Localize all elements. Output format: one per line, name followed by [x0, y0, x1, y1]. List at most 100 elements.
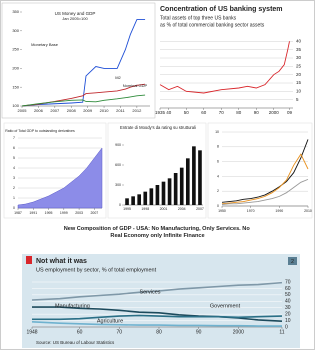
- bar: [161, 181, 166, 205]
- x-tick-label: 2010: [100, 108, 110, 113]
- y-tick-label: 8: [217, 145, 219, 149]
- y-tick-label: 4: [217, 174, 219, 178]
- x-tick-label: 2003: [75, 211, 83, 215]
- y-tick-label: 0: [119, 203, 121, 207]
- x-tick-label: 2000: [269, 110, 280, 115]
- y-tick-label: 10: [215, 130, 219, 134]
- y-tick-label: 25: [296, 64, 302, 69]
- series-label: Government: [210, 303, 241, 309]
- x-tick-label: 1998: [141, 207, 149, 211]
- y-tick-label: 350: [12, 9, 19, 14]
- x-tick-label: 80: [236, 110, 242, 115]
- y-tick-label: 150: [12, 84, 19, 89]
- x-tick-label: 2000: [233, 329, 244, 335]
- x-tick-label: 60: [201, 110, 207, 115]
- series-label: Agriculture: [97, 318, 123, 324]
- area: [17, 147, 103, 209]
- y-tick-label: 40: [285, 299, 291, 305]
- line: [32, 314, 283, 321]
- x-tick-label: 40: [166, 110, 172, 115]
- y-tick-label: 6: [13, 146, 15, 150]
- series-label: Monetary Base: [31, 42, 59, 47]
- x-tick-label: 1987: [14, 211, 22, 215]
- bar: [179, 167, 184, 205]
- y-tick-label: 30: [296, 55, 302, 60]
- series-label: Nominal GDP: [123, 83, 148, 88]
- y-tick-label: 2: [217, 189, 219, 193]
- chart-title: Entrate di Moody's da rating su struttur…: [120, 125, 196, 130]
- x-tick-label: 2008: [67, 108, 77, 113]
- bar: [185, 158, 190, 205]
- y-tick-label: 5: [296, 97, 299, 102]
- y-tick-label: 3: [13, 176, 15, 180]
- y-tick-label: 20: [296, 72, 302, 77]
- chart-title: US Money and GDP: [55, 11, 96, 16]
- bar: [198, 150, 202, 205]
- y-tick-label: 900: [115, 143, 121, 147]
- bar: [173, 173, 178, 205]
- y-tick-label: 5: [13, 156, 15, 160]
- bar: [192, 146, 196, 205]
- bar: [167, 178, 172, 205]
- line: [31, 321, 282, 327]
- chart-subtitle: as % of total commercial banking sector …: [160, 22, 265, 28]
- y-tick-label: 4: [13, 166, 15, 170]
- x-tick-label: 2007: [50, 108, 60, 113]
- bar: [131, 196, 135, 205]
- x-tick-label: 1999: [60, 211, 68, 215]
- x-tick-label: 70: [219, 110, 225, 115]
- x-tick-label: 2005: [18, 108, 28, 113]
- x-tick-label: 1970: [247, 209, 255, 213]
- x-tick-label: 2012: [132, 108, 142, 113]
- y-tick-label: 0: [285, 324, 288, 330]
- x-tick-label: 1990: [275, 209, 283, 213]
- bar: [155, 185, 160, 205]
- line: [21, 94, 146, 107]
- y-tick-label: 1: [13, 196, 15, 200]
- y-tick-label: 40: [296, 39, 302, 44]
- x-tick-label: 2007: [90, 211, 98, 215]
- badge-box: [288, 257, 297, 265]
- y-tick-label: 100: [12, 103, 19, 108]
- x-tick-label: 90: [196, 329, 202, 335]
- chart-title: Concentration of US banking system: [160, 6, 283, 13]
- y-tick-label: 30: [285, 305, 291, 311]
- line: [221, 153, 309, 205]
- y-tick-label: 2: [13, 186, 15, 190]
- x-tick-label: 70: [117, 329, 123, 335]
- y-tick-label: 50: [285, 292, 291, 298]
- corner-mark: [26, 256, 32, 264]
- x-tick-label: 1995: [123, 207, 131, 211]
- y-tick-label: 10: [285, 318, 291, 324]
- panel: [22, 254, 300, 348]
- y-tick-label: 20: [285, 311, 291, 317]
- x-tick-label: 1935: [155, 110, 166, 115]
- line: [159, 41, 290, 94]
- x-tick-label: 2006: [34, 108, 44, 113]
- panel: [1, 2, 156, 119]
- y-tick-label: 10: [296, 89, 302, 94]
- x-tick-label: 90: [254, 110, 260, 115]
- line: [221, 178, 309, 205]
- x-tick-label: 1950: [218, 209, 226, 213]
- line: [221, 139, 309, 203]
- x-tick-label: 09: [287, 110, 293, 115]
- line: [21, 19, 146, 107]
- y-tick-label: 70: [285, 279, 291, 285]
- line: [31, 281, 283, 301]
- y-tick-label: 0: [217, 204, 219, 208]
- x-tick-label: 50: [184, 110, 190, 115]
- x-tick-label: 1991: [29, 211, 37, 215]
- y-tick-label: 60: [285, 286, 291, 292]
- chart-subtitle: Jan 2005=100: [62, 16, 88, 21]
- x-tick-label: 2001: [160, 207, 168, 211]
- x-tick-label: 2011: [116, 108, 125, 113]
- x-tick-label: 2007: [196, 207, 204, 211]
- heading: New Composition of GDP - USA: No Manufac…: [64, 226, 252, 239]
- y-tick-label: 200: [12, 65, 19, 70]
- x-tick-label: 1995: [45, 211, 53, 215]
- y-tick-label: 600: [115, 163, 121, 167]
- x-tick-label: 2009: [83, 108, 93, 113]
- chart-title: Ratio of Total GDP to outstanding deriva…: [5, 129, 75, 133]
